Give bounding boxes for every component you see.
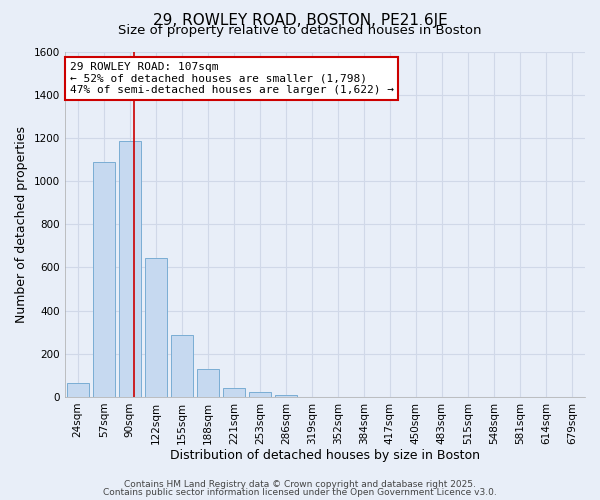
Bar (223, 388, 245, 397)
Y-axis label: Number of detached properties: Number of detached properties (15, 126, 28, 322)
Bar (145, 258, 167, 397)
Text: 29 ROWLEY ROAD: 107sqm
← 52% of detached houses are smaller (1,798)
47% of semi-: 29 ROWLEY ROAD: 107sqm ← 52% of detached… (70, 62, 394, 95)
Bar (197, 369, 219, 397)
Bar (92, 162, 115, 397)
Text: Size of property relative to detached houses in Boston: Size of property relative to detached ho… (118, 24, 482, 37)
Bar (119, 141, 141, 397)
Bar (170, 336, 193, 397)
Text: Contains public sector information licensed under the Open Government Licence v3: Contains public sector information licen… (103, 488, 497, 497)
Bar (249, 392, 271, 397)
Text: 29, ROWLEY ROAD, BOSTON, PE21 6JE: 29, ROWLEY ROAD, BOSTON, PE21 6JE (152, 12, 448, 28)
Text: Contains HM Land Registry data © Crown copyright and database right 2025.: Contains HM Land Registry data © Crown c… (124, 480, 476, 489)
Bar (275, 395, 297, 397)
X-axis label: Distribution of detached houses by size in Boston: Distribution of detached houses by size … (170, 450, 480, 462)
Bar (67, 383, 89, 397)
